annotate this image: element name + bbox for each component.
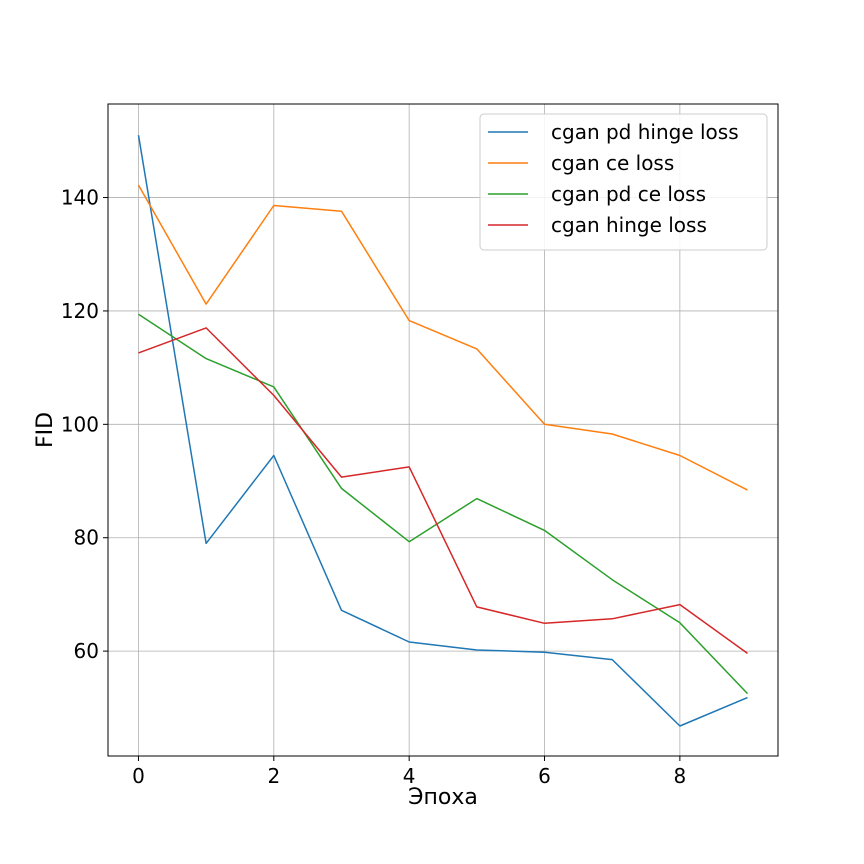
y-tick-label: 120 [61, 299, 99, 323]
series-line-2 [137, 184, 748, 491]
x-tick-label: 4 [403, 764, 416, 788]
series-line-3 [138, 313, 749, 695]
y-tick-label: 60 [74, 639, 99, 663]
x-tick-label: 8 [674, 764, 687, 788]
series-line-4 [138, 327, 748, 655]
legend-label: cgan pd hinge loss [551, 120, 739, 144]
legend-label: cgan ce loss [551, 151, 674, 175]
x-axis-label: Эпоха [408, 785, 478, 810]
series-line-1 [137, 135, 748, 727]
legend-box [479, 113, 768, 251]
y-tick-label: 140 [61, 186, 99, 210]
y-tick-label: 80 [74, 526, 99, 550]
ticks: 0 2 4 6 8 60 80 100 120 140 [61, 186, 686, 788]
x-tick-label: 6 [538, 764, 551, 788]
y-axis-label: FID [33, 412, 58, 448]
x-tick-label: 2 [267, 764, 280, 788]
legend-label: cgan hinge loss [551, 213, 707, 237]
legend-label: cgan pd ce loss [551, 182, 706, 206]
series-lines [137, 135, 749, 727]
plot-frame [107, 103, 779, 757]
x-tick-label: 0 [132, 764, 145, 788]
legend: cgan pd hinge loss cgan ce loss cgan pd ce… [479, 113, 768, 251]
y-tick-label: 100 [61, 412, 99, 436]
